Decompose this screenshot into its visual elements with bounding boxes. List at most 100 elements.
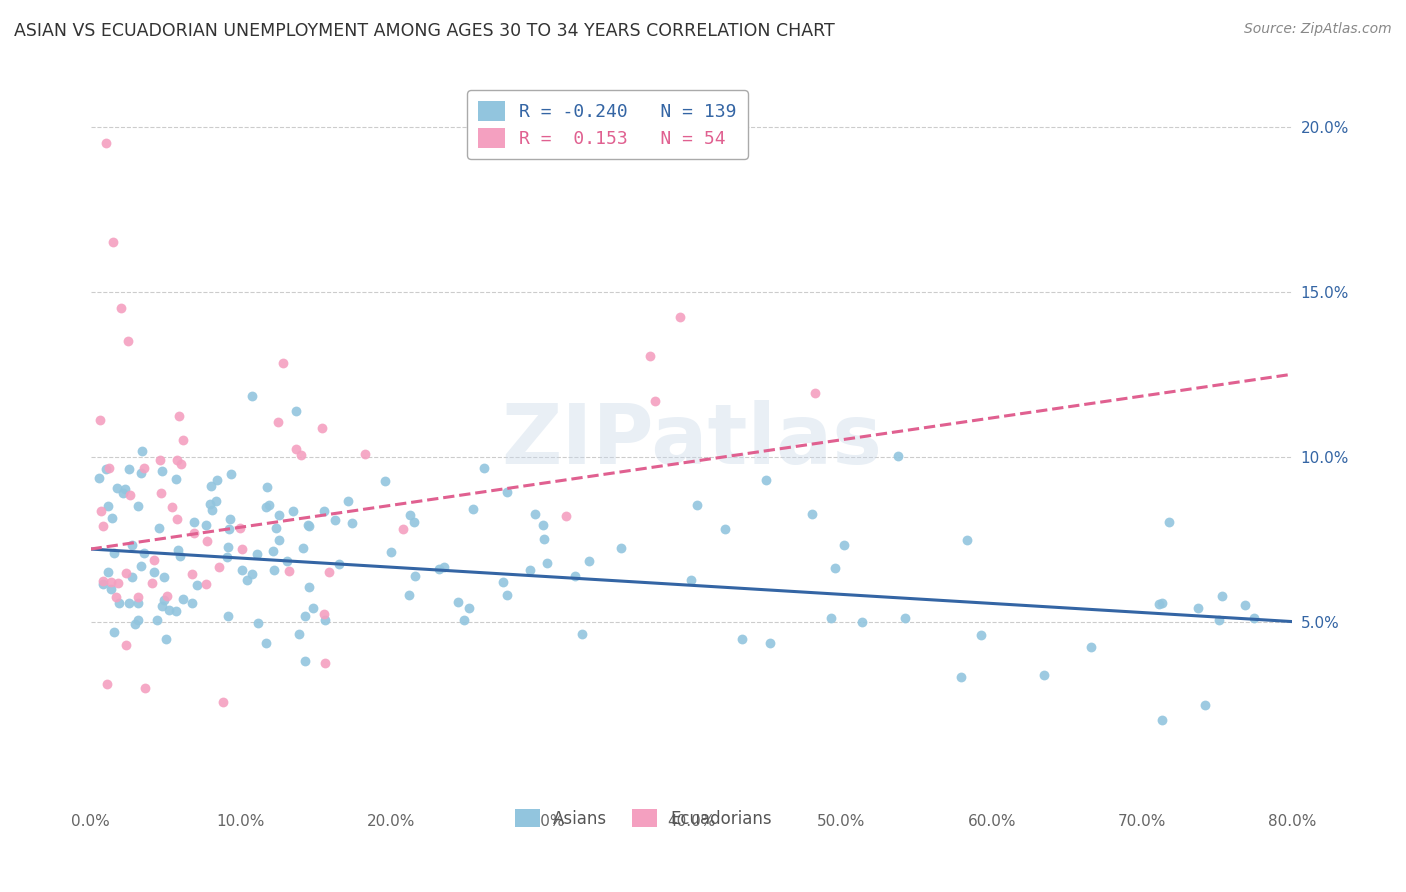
Point	[115, 638, 138, 652]
Point	[98, 461, 121, 475]
Point	[231, 542, 253, 557]
Point	[314, 656, 336, 670]
Point	[824, 560, 846, 574]
Point	[254, 636, 277, 650]
Point	[103, 624, 125, 639]
Point	[640, 349, 662, 363]
Point	[1033, 668, 1056, 682]
Point	[97, 565, 120, 579]
Point	[254, 500, 277, 515]
Point	[524, 507, 547, 521]
Point	[181, 567, 204, 582]
Point	[970, 627, 993, 641]
Point	[1149, 597, 1171, 611]
Point	[201, 503, 224, 517]
Point	[149, 486, 172, 500]
Point	[290, 448, 312, 462]
Point	[820, 611, 842, 625]
Point	[1159, 515, 1181, 529]
Point	[127, 613, 149, 627]
Point	[236, 573, 259, 587]
Point	[1080, 640, 1102, 654]
Point	[170, 457, 193, 471]
Point	[131, 443, 153, 458]
Point	[564, 569, 586, 583]
Point	[291, 541, 314, 556]
Point	[496, 485, 519, 500]
Point	[288, 627, 311, 641]
Point	[956, 533, 979, 547]
Point	[124, 617, 146, 632]
Point	[533, 532, 555, 546]
Point	[267, 508, 290, 522]
Point	[218, 522, 240, 536]
Point	[91, 518, 114, 533]
Point	[148, 521, 170, 535]
Point	[166, 512, 188, 526]
Point	[142, 552, 165, 566]
Point	[114, 482, 136, 496]
Point	[531, 517, 554, 532]
Point	[669, 310, 692, 325]
Point	[110, 301, 132, 316]
Point	[318, 565, 340, 579]
Point	[246, 547, 269, 561]
Point	[219, 512, 242, 526]
Point	[90, 504, 112, 518]
Point	[198, 497, 221, 511]
Point	[127, 596, 149, 610]
Point	[302, 601, 325, 615]
Point	[165, 604, 187, 618]
Point	[328, 557, 350, 571]
Point	[755, 474, 778, 488]
Point	[398, 588, 420, 602]
Point	[89, 471, 111, 485]
Point	[217, 540, 239, 554]
Point	[143, 565, 166, 579]
Point	[578, 554, 600, 568]
Point	[380, 545, 402, 559]
Point	[186, 578, 208, 592]
Point	[1150, 713, 1173, 727]
Point	[686, 498, 709, 512]
Point	[103, 545, 125, 559]
Point	[94, 462, 117, 476]
Point	[195, 534, 218, 549]
Point	[392, 522, 415, 536]
Point	[146, 613, 169, 627]
Point	[246, 615, 269, 630]
Point	[149, 453, 172, 467]
Point	[108, 596, 131, 610]
Point	[89, 412, 111, 426]
Point	[404, 569, 426, 583]
Point	[229, 521, 252, 535]
Point	[218, 609, 240, 624]
Point	[257, 498, 280, 512]
Point	[127, 591, 149, 605]
Point	[162, 500, 184, 515]
Point	[1152, 596, 1174, 610]
Point	[269, 533, 291, 548]
Point	[221, 467, 243, 482]
Text: ZIPatlas: ZIPatlas	[501, 400, 882, 481]
Point	[1208, 613, 1230, 627]
Point	[121, 538, 143, 552]
Legend: Asians, Ecuadorians: Asians, Ecuadorians	[508, 803, 779, 835]
Point	[200, 478, 222, 492]
Point	[803, 386, 825, 401]
Point	[714, 522, 737, 536]
Point	[294, 609, 316, 624]
Point	[323, 513, 346, 527]
Point	[461, 502, 484, 516]
Point	[457, 600, 479, 615]
Point	[262, 544, 284, 558]
Point	[312, 607, 335, 621]
Point	[240, 567, 263, 582]
Point	[100, 575, 122, 590]
Point	[194, 517, 217, 532]
Point	[141, 576, 163, 591]
Point	[267, 416, 290, 430]
Point	[205, 493, 228, 508]
Point	[337, 494, 360, 508]
Point	[492, 575, 515, 590]
